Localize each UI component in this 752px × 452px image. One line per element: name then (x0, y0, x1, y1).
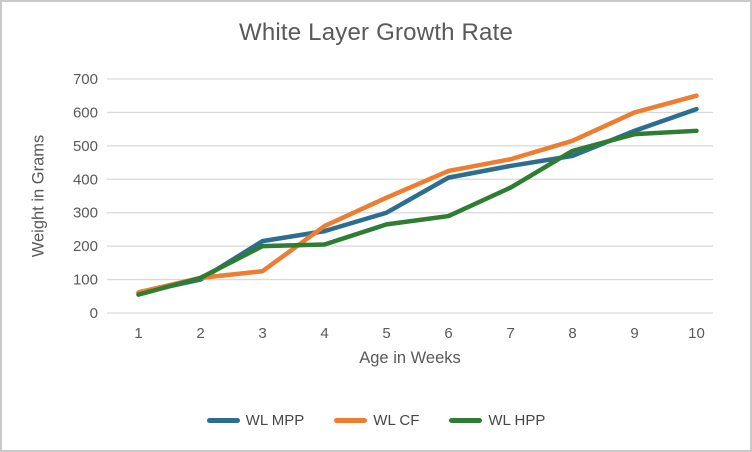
y-tick-label: 200 (73, 238, 98, 255)
y-tick-label: 400 (73, 171, 98, 188)
x-axis-title: Age in Weeks (359, 349, 461, 367)
x-tick-label: 4 (320, 325, 328, 342)
x-tick-label: 1 (134, 325, 142, 342)
x-tick-label: 9 (630, 325, 638, 342)
legend-item-wl-hpp: WL HPP (449, 412, 545, 429)
legend-item-wl-mpp: WL MPP (206, 412, 305, 429)
legend-label: WL CF (373, 412, 420, 429)
y-tick-label: 300 (73, 205, 98, 222)
legend: WL MPP WL CF WL HPP (2, 412, 750, 429)
x-tick-label: 7 (506, 325, 514, 342)
legend-swatch-wl-cf (334, 418, 368, 423)
y-axis-title: Weight in Grams (29, 134, 48, 258)
y-tick-label: 100 (73, 272, 98, 289)
legend-label: WL HPP (488, 412, 546, 429)
x-tick-label: 6 (444, 325, 452, 342)
x-tick-label: 8 (568, 325, 576, 342)
legend-swatch-wl-mpp (206, 418, 240, 423)
legend-label: WL MPP (245, 412, 305, 429)
y-tick-label: 700 (73, 71, 98, 88)
x-tick-label: 10 (688, 325, 705, 342)
y-tick-label: 0 (90, 305, 98, 322)
legend-swatch-wl-hpp (449, 418, 483, 423)
y-tick-label: 500 (73, 138, 98, 155)
x-tick-label: 2 (196, 325, 204, 342)
chart-title: White Layer Growth Rate (238, 19, 514, 46)
x-tick-label: 3 (258, 325, 266, 342)
legend-item-wl-cf: WL CF (334, 412, 419, 429)
series-line-wl-hpp (136, 128, 699, 297)
y-tick-label: 600 (73, 104, 98, 121)
series-line-wl-cf (136, 93, 699, 295)
x-tick-label: 5 (382, 325, 390, 342)
